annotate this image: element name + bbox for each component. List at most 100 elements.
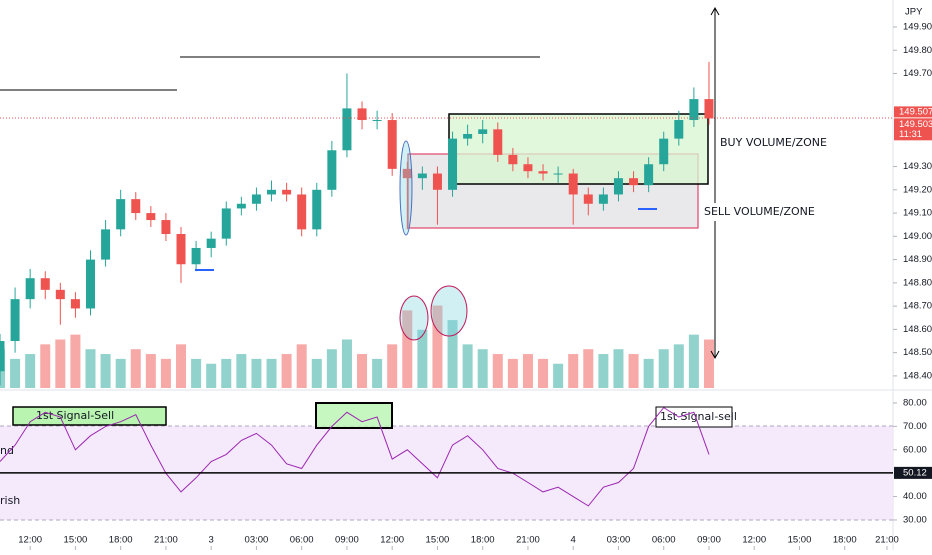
- candle-body: [598, 194, 608, 204]
- candle-body: [463, 133, 473, 139]
- candle-body: [297, 194, 307, 230]
- candle-body: [583, 194, 593, 204]
- arrow-head: [710, 350, 720, 360]
- buy-zone: [448, 113, 709, 185]
- sell-zone-label: SELL VOLUME/ZONE: [704, 205, 815, 218]
- y-tick-label: 149.100: [903, 208, 932, 219]
- volume-bar: [387, 344, 398, 388]
- candle-body: [432, 173, 442, 190]
- volume-bar: [176, 344, 187, 388]
- candle-body: [613, 178, 623, 195]
- x-tick-label: 15:00: [788, 535, 812, 546]
- volume-bar: [658, 349, 669, 388]
- countdown-label: 11:31: [899, 129, 922, 140]
- candle-body: [493, 129, 503, 155]
- y-tick-label: 149.900: [903, 21, 932, 32]
- volume-bar: [432, 305, 443, 388]
- candle-body: [704, 99, 714, 119]
- signal-box: [12, 406, 167, 426]
- candle-body: [131, 199, 141, 214]
- y-tick-label: 80.00: [903, 397, 927, 408]
- volume-bar: [402, 310, 413, 388]
- volume-bar: [477, 349, 488, 388]
- x-tick-label: 12:00: [380, 535, 404, 546]
- candles: [0, 61, 714, 388]
- volume-bar: [326, 349, 337, 388]
- candle-body: [372, 120, 382, 122]
- candle-body: [55, 289, 65, 300]
- candle-body: [86, 259, 96, 309]
- volume-bar: [221, 358, 232, 388]
- highlight-ellipse: [399, 140, 413, 236]
- candle-body: [312, 189, 322, 230]
- candle-body: [659, 138, 669, 165]
- candle-body: [342, 108, 352, 151]
- y-tick-label: 149.800: [903, 45, 932, 56]
- label-bg: [701, 203, 803, 221]
- volume-bar: [160, 358, 171, 388]
- x-tick-label: 03:00: [245, 535, 269, 546]
- volume-bar: [281, 354, 292, 388]
- candle-body: [357, 108, 367, 121]
- y-tick-label: 148.800: [903, 277, 932, 288]
- x-tick-label: 3: [209, 535, 214, 546]
- volume-bar: [206, 363, 217, 388]
- x-tick-label: 21:00: [516, 535, 540, 546]
- candle-body: [523, 164, 533, 172]
- currency-label: JPY: [905, 7, 923, 18]
- volume-bar: [703, 339, 714, 388]
- candle-body: [402, 168, 412, 179]
- volume-bar: [25, 354, 36, 388]
- volume-bar: [85, 349, 96, 388]
- volume-bar: [688, 334, 699, 388]
- candle-body: [161, 220, 171, 235]
- y-tick-label: 148.400: [903, 370, 932, 381]
- buy-zone-label: BUY VOLUME/ZONE: [720, 136, 827, 149]
- volume-bar: [357, 354, 368, 388]
- x-tick-label: 21:00: [154, 535, 178, 546]
- x-tick-label: 06:00: [652, 535, 676, 546]
- candle-body: [448, 138, 458, 190]
- volume-bar: [462, 344, 473, 388]
- y-tick-label: 149.200: [903, 184, 932, 195]
- candle-body: [508, 154, 518, 165]
- volume-bar: [100, 354, 111, 388]
- volume-bar: [628, 354, 639, 388]
- volume-bar: [522, 354, 533, 388]
- candle-body: [116, 199, 126, 230]
- label-bg: [717, 134, 817, 152]
- y-tick-label: 148.600: [903, 324, 932, 335]
- candle-body: [327, 150, 337, 190]
- volume-bar: [447, 320, 458, 388]
- x-tick-label: 4: [571, 535, 576, 546]
- signal-box: [315, 402, 393, 429]
- y-tick-label: 149.300: [903, 161, 932, 172]
- x-tick-label: 18:00: [471, 535, 495, 546]
- candle-body: [40, 278, 50, 290]
- volume-bar: [583, 349, 594, 388]
- arrow-head: [710, 6, 720, 16]
- volume-bar: [613, 349, 624, 388]
- volume-bar: [568, 354, 579, 388]
- signal-label: 1st Signal-Sell: [36, 409, 114, 422]
- last-price-box: [894, 106, 932, 118]
- candle-body: [236, 203, 246, 209]
- candle-body: [689, 99, 699, 121]
- y-tick-label: 149.700: [903, 68, 932, 79]
- candle-body: [251, 194, 261, 204]
- x-tick-label: 18:00: [833, 535, 857, 546]
- side-label: nd: [0, 444, 14, 457]
- x-tick-label: 12:00: [18, 535, 42, 546]
- volume-bar: [10, 358, 21, 388]
- candle-body: [25, 278, 35, 300]
- y-tick-label: 148.700: [903, 301, 932, 312]
- candle-body: [0, 341, 5, 372]
- y-tick-label: 149.000: [903, 231, 932, 242]
- x-tick-label: 03:00: [607, 535, 631, 546]
- rsi-line: [0, 406, 710, 507]
- volume-bar: [145, 354, 156, 388]
- x-tick-label: 18:00: [109, 535, 133, 546]
- candle-body: [553, 173, 563, 175]
- candle-body: [644, 164, 654, 186]
